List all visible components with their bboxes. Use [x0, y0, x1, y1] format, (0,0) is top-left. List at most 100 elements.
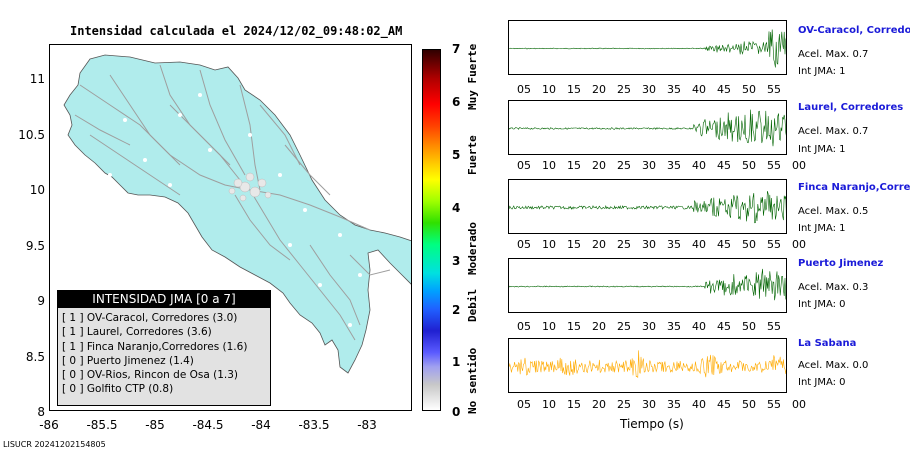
- station-name: La Sabana: [798, 338, 857, 349]
- trace-axis-tick: 50: [742, 159, 756, 172]
- trace-axis-tick: 20: [592, 398, 606, 411]
- map-lat-tick: 10: [29, 183, 45, 197]
- station-name: Laurel, Corredores: [798, 102, 904, 113]
- map-lat-tick: 11: [29, 72, 45, 86]
- trace-axis-tick: 15: [567, 320, 581, 333]
- map-lon-tick: -86: [39, 418, 59, 432]
- intensity-legend: INTENSIDAD JMA [0 a 7] [ 1 ] OV-Caracol,…: [57, 290, 271, 406]
- trace-axis: 05 10 15 20 25 30 35 40 45 50 55: [508, 83, 798, 97]
- trace-axis-tick: 40: [692, 398, 706, 411]
- trace-axis-tick: 10: [542, 159, 556, 172]
- map-lon-tick: -84: [251, 418, 271, 432]
- map-lat-tick: 8: [37, 405, 45, 419]
- map-lon-tick: -85: [145, 418, 165, 432]
- trace-axis-tick: 45: [717, 83, 731, 96]
- colorbar-tick: 6: [452, 95, 461, 109]
- station-accel: Acel. Max. 0.7: [798, 49, 869, 60]
- station-jma: Int JMA: 1: [798, 144, 846, 155]
- trace-axis-tick: 45: [717, 238, 731, 251]
- legend-item: [ 1 ] OV-Caracol, Corredores (3.0): [62, 312, 238, 324]
- trace-axis-tick: 10: [542, 238, 556, 251]
- trace-axis-tick: 30: [642, 320, 656, 333]
- station-jma: Int JMA: 0: [798, 377, 846, 388]
- map-lon-tick: -83.5: [298, 418, 330, 432]
- trace-panel: [508, 179, 787, 234]
- trace-axis-tick: 40: [692, 83, 706, 96]
- waveform: [509, 29, 786, 68]
- trace-axis-tick: 35: [667, 398, 681, 411]
- trace-axis-tick: 35: [667, 320, 681, 333]
- trace-axis-tick: 55: [767, 83, 781, 96]
- trace-axis-tick: 25: [617, 83, 631, 96]
- legend-item: [ 0 ] OV-Rios, Rincon de Osa (1.3): [62, 369, 239, 382]
- trace-axis-tick: 40: [692, 320, 706, 333]
- trace-axis-tick: 30: [642, 159, 656, 172]
- station-name: Puerto Jimenez: [798, 258, 884, 269]
- waveform: [509, 350, 786, 379]
- map-lat-tick: 9.5: [25, 239, 45, 253]
- colorbar-tick: 4: [452, 201, 461, 215]
- map-lat-tick: 8.5: [25, 350, 45, 364]
- trace-axis-tick: 20: [592, 320, 606, 333]
- trace-axis-tick: 10: [542, 320, 556, 333]
- trace-axis: 05 10 15 20 25 30 35 40 45 50 55 00: [508, 398, 806, 412]
- trace-axis-tick: 55: [767, 238, 781, 251]
- map-lat-tick: 9: [37, 294, 45, 308]
- trace-axis-tick: 05: [517, 320, 531, 333]
- trace-axis-tick: 55: [767, 159, 781, 172]
- station-name: OV-Caracol, Corredores: [798, 25, 910, 36]
- trace-axis-tick: 45: [717, 398, 731, 411]
- waveform-trace: [509, 109, 786, 147]
- trace-axis-tick: 05: [517, 238, 531, 251]
- trace-axis-tick: 40: [692, 238, 706, 251]
- colorbar-tick: 7: [452, 42, 461, 56]
- trace-axis-tick: 30: [642, 238, 656, 251]
- colorbar-tick: 0: [452, 405, 461, 419]
- trace-axis-tick: 25: [617, 159, 631, 172]
- waveform-trace: [509, 29, 786, 68]
- trace-panel: [508, 338, 787, 393]
- trace-axis-tick: 15: [567, 159, 581, 172]
- trace-panel: [508, 258, 787, 313]
- map-lon-tick: -83: [357, 418, 377, 432]
- trace-axis-tick: 35: [667, 83, 681, 96]
- trace-axis-tick: 05: [517, 398, 531, 411]
- trace-axis-tick: 25: [617, 320, 631, 333]
- trace-axis-tick: 15: [567, 83, 581, 96]
- trace-axis-tick: 50: [742, 83, 756, 96]
- map-title: Intensidad calculada el 2024/12/02_09:48…: [70, 24, 403, 38]
- trace-axis-tick: 00: [792, 238, 806, 251]
- trace-axis-tick: 45: [717, 159, 731, 172]
- trace-axis: 05 10 15 20 25 30 35 40 45 50 55: [508, 320, 798, 334]
- legend-item: [ 1 ] Finca Naranjo,Corredores (1.6): [62, 340, 248, 353]
- trace-axis-tick: 10: [542, 398, 556, 411]
- trace-axis-tick: 15: [567, 238, 581, 251]
- trace-axis-tick: 05: [517, 83, 531, 96]
- waveform: [509, 191, 786, 224]
- trace-axis-tick: 20: [592, 83, 606, 96]
- station-name: Finca Naranjo,Corredores: [798, 182, 910, 193]
- trace-axis-tick: 50: [742, 238, 756, 251]
- trace-axis-tick: 45: [717, 320, 731, 333]
- map-lat-tick: 10.5: [18, 128, 45, 142]
- station-accel: Acel. Max. 0.5: [798, 206, 869, 217]
- trace-panel: [508, 20, 787, 75]
- legend-title: INTENSIDAD JMA [0 a 7]: [58, 291, 270, 308]
- colorbar-category: Moderado: [466, 222, 479, 275]
- waveform-trace: [509, 268, 786, 301]
- colorbar-tick: 1: [452, 355, 461, 369]
- legend-item: [ 0 ] Puerto Jimenez (1.4): [62, 354, 194, 367]
- station-accel: Acel. Max. 0.3: [798, 282, 869, 293]
- colorbar-category: Fuerte: [466, 135, 479, 175]
- intensity-colorbar: [422, 49, 441, 411]
- trace-panel: [508, 100, 787, 155]
- legend-item: [ 1 ] Laurel, Corredores (3.6): [62, 326, 212, 339]
- trace-axis: 05 10 15 20 25 30 35 40 45 50 55 00: [508, 238, 806, 252]
- trace-axis-tick: 00: [792, 398, 806, 411]
- trace-axis-tick: 25: [617, 238, 631, 251]
- station-markers: [108, 93, 377, 347]
- time-axis-label: Tiempo (s): [620, 417, 684, 431]
- station-jma: Int JMA: 1: [798, 66, 846, 77]
- colorbar-tick: 2: [452, 303, 461, 317]
- colorbar-category: No sentido: [466, 347, 479, 414]
